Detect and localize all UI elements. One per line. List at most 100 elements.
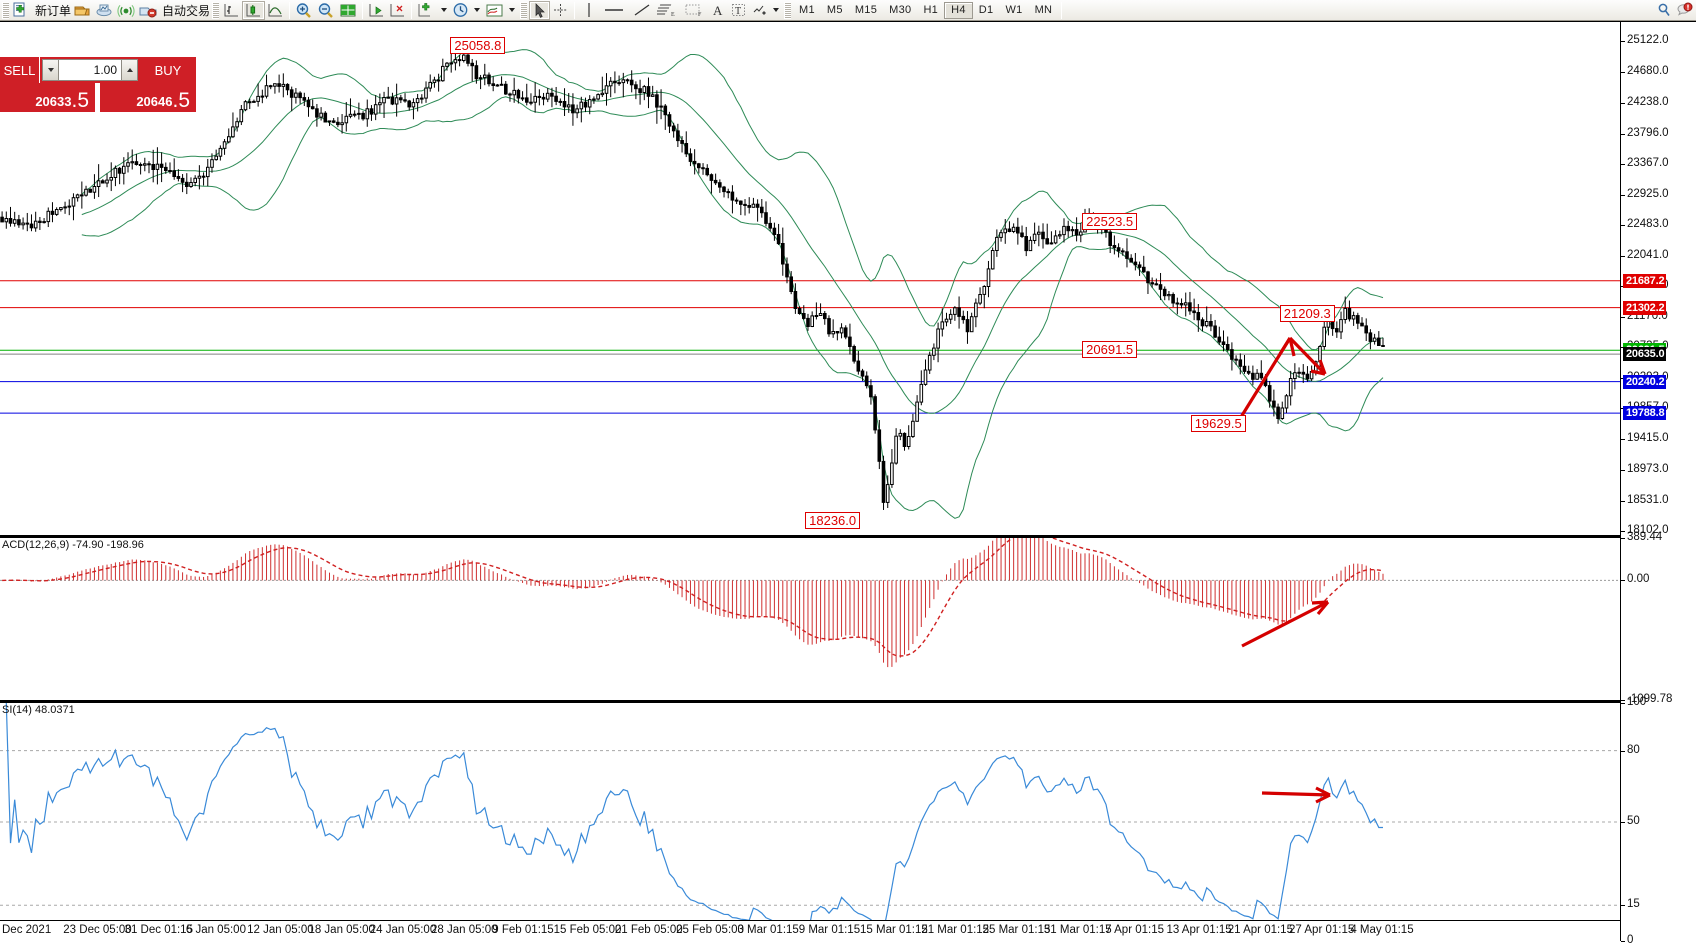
candle-body (424, 87, 428, 99)
price-level-badge-21302.2[interactable]: 21302.2 (1623, 300, 1667, 315)
price-level-badge-19788.8[interactable]: 19788.8 (1623, 406, 1667, 421)
rsi-panel[interactable] (0, 703, 1620, 941)
cursor-icon[interactable] (529, 0, 551, 20)
market-watch-icon[interactable] (93, 1, 115, 20)
candle-body (193, 177, 197, 184)
volume-input[interactable]: 1.00 (59, 59, 121, 81)
toolbar-grip[interactable] (2, 1, 9, 19)
candle-body (932, 347, 936, 356)
shapes-icon[interactable] (749, 1, 770, 20)
candle-body (537, 95, 542, 99)
timeframe-m5[interactable]: M5 (826, 4, 843, 16)
chart-annotation-21209.3[interactable]: 21209.3 (1279, 305, 1335, 323)
horizontal-line-icon[interactable] (599, 1, 629, 20)
indicators-icon[interactable] (415, 1, 438, 20)
sell-button[interactable]: SELL (0, 57, 40, 83)
navigator-icon[interactable] (115, 1, 137, 20)
candle-body (705, 167, 710, 176)
chart-annotation-19629.5[interactable]: 19629.5 (1190, 415, 1246, 433)
fibonacci-icon[interactable]: E (655, 1, 681, 20)
terminal-icon[interactable] (137, 1, 159, 20)
candle-body (227, 136, 231, 143)
one-click-trading-panel[interactable]: SELL 1.00 BUY 20633.5 20646.5 (0, 57, 196, 112)
sell-price[interactable]: 20633.5 (0, 83, 95, 112)
period-icon[interactable] (450, 1, 471, 20)
timeframe-m15[interactable]: M15 (854, 4, 878, 16)
volume-increase-button[interactable] (121, 59, 138, 81)
toolbar-grip-2[interactable] (212, 1, 220, 19)
vertical-line-icon[interactable] (578, 1, 599, 20)
rsi-plot[interactable] (0, 703, 1620, 941)
price-scale[interactable]: 25122.0 24680.0 24238.0 23796.0 23367.0 22925… (1620, 22, 1696, 946)
candle-body (781, 243, 785, 265)
crosshair-icon[interactable] (550, 1, 571, 20)
templates-icon[interactable] (483, 1, 506, 20)
toolbar-grip-4[interactable] (784, 1, 792, 19)
profiles-icon[interactable] (71, 1, 93, 20)
candle-body (617, 82, 621, 85)
candle-body (1297, 371, 1301, 374)
auto-scroll-icon[interactable] (387, 1, 408, 20)
bar-chart-icon[interactable] (221, 1, 242, 20)
search-icon[interactable] (1653, 1, 1674, 20)
timeframe-w1[interactable]: W1 (1005, 4, 1023, 16)
macd-panel[interactable] (0, 538, 1620, 700)
data-window-icon[interactable] (337, 1, 359, 20)
channel-icon[interactable]: F (681, 1, 707, 20)
trendline-icon[interactable] (629, 1, 655, 20)
price-level-badge-21687.2[interactable]: 21687.2 (1623, 273, 1667, 288)
alerts-icon[interactable] (1674, 1, 1696, 20)
buy-button[interactable]: BUY (140, 57, 196, 83)
period-dropdown-icon[interactable] (474, 8, 481, 12)
price-level-badge-20240.2[interactable]: 20240.2 (1623, 374, 1667, 389)
new-order-icon[interactable] (11, 1, 32, 20)
shapes-dropdown-icon[interactable] (773, 8, 780, 12)
chart-annotation-25058.8[interactable]: 25058.8 (450, 36, 506, 54)
text-label-icon[interactable]: T (728, 1, 749, 20)
candle-body (600, 92, 605, 96)
timeframe-d1[interactable]: D1 (978, 4, 994, 16)
chart-shift-icon[interactable] (366, 1, 387, 20)
macd-plot[interactable] (0, 538, 1620, 700)
timeframe-h4[interactable]: H4 (944, 1, 973, 19)
toolbar-grip-3[interactable] (520, 1, 528, 19)
timeframe-h1[interactable]: H1 (923, 4, 939, 16)
text-icon[interactable]: A (707, 1, 728, 20)
time-tick-label: 18 Jan 05:00 (308, 924, 375, 936)
timeframe-m1[interactable]: M1 (799, 4, 815, 16)
volume-stepper[interactable]: 1.00 (40, 57, 140, 83)
candle-body (1381, 345, 1385, 347)
candle-body (336, 121, 340, 126)
templates-dropdown-icon[interactable] (509, 8, 516, 12)
candle-body (126, 162, 130, 167)
timeframe-mn[interactable]: MN (1034, 4, 1053, 16)
chart-annotation-20691.5[interactable]: 20691.5 (1082, 341, 1138, 359)
price-plot[interactable] (0, 22, 1620, 535)
price-tick-mark (1621, 469, 1625, 471)
candle-body (734, 199, 739, 202)
line-chart-icon[interactable] (265, 1, 286, 20)
candle-body (768, 222, 773, 229)
time-tick-label: 9 Feb 01:15 (492, 924, 554, 936)
zoom-out-icon[interactable] (315, 1, 337, 20)
candle-body (348, 113, 353, 117)
price-level-badge-20635.0[interactable]: 20635.0 (1623, 347, 1667, 362)
candle-body (1343, 307, 1348, 320)
price-panel[interactable] (0, 22, 1620, 535)
chart-annotation-18236.0[interactable]: 18236.0 (805, 512, 861, 530)
zoom-in-icon[interactable] (293, 1, 315, 20)
candlestick-chart-icon[interactable] (242, 0, 266, 20)
chart-window[interactable]: HK50-,H4 20906.0 20941.0 20599.0 20635.0… (0, 21, 1696, 946)
time-axis[interactable]: Dec 2021 23 Dec 05:00 31 Dec 01:15 6 Jan 05… (0, 920, 1620, 940)
chart-annotation-22523.5[interactable]: 22523.5 (1082, 213, 1138, 231)
candle-body (818, 313, 823, 316)
indicators-dropdown-icon[interactable] (441, 8, 448, 12)
candle-body (315, 108, 319, 118)
buy-price[interactable]: 20646.5 (100, 83, 196, 112)
timeframe-m30[interactable]: M30 (889, 4, 912, 16)
volume-decrease-button[interactable] (42, 59, 59, 81)
time-tick-label: 13 Apr 01:15 (1166, 924, 1232, 936)
candle-body (634, 84, 638, 90)
candle-body (239, 109, 244, 123)
candle-body (1276, 406, 1280, 420)
